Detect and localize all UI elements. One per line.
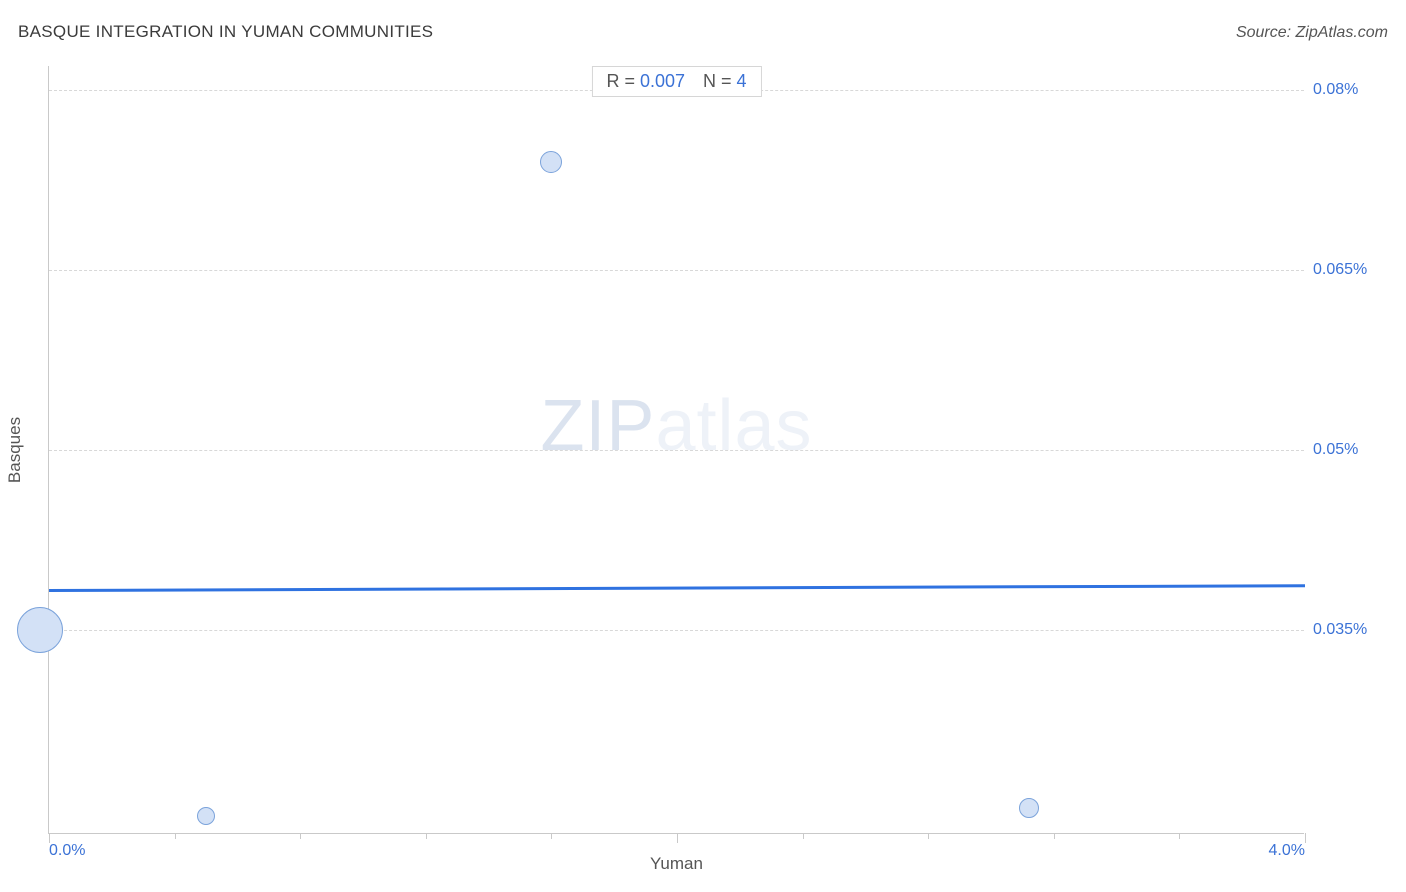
r-stat: R = 0.007	[606, 71, 685, 92]
data-bubble	[197, 807, 215, 825]
x-tick-minor	[1054, 833, 1055, 839]
gridline	[49, 450, 1304, 451]
x-axis-label: Yuman	[650, 854, 703, 874]
trend-line	[49, 584, 1305, 591]
y-tick-label: 0.035%	[1313, 621, 1367, 639]
y-axis-label: Basques	[5, 416, 25, 482]
data-bubble	[540, 151, 562, 173]
y-tick-label: 0.05%	[1313, 441, 1358, 459]
scatter-chart: ZIPatlas R = 0.007 N = 4 Basques Yuman 0…	[48, 66, 1304, 834]
data-bubble	[17, 607, 63, 653]
x-tick-minor	[300, 833, 301, 839]
x-tick-minor	[175, 833, 176, 839]
chart-title: BASQUE INTEGRATION IN YUMAN COMMUNITIES	[18, 22, 433, 42]
gridline	[49, 270, 1304, 271]
x-tick-label: 0.0%	[49, 842, 85, 860]
watermark: ZIPatlas	[540, 385, 812, 467]
stats-box: R = 0.007 N = 4	[591, 66, 761, 97]
y-tick-label: 0.065%	[1313, 261, 1367, 279]
x-tick-minor	[928, 833, 929, 839]
x-tick-minor	[803, 833, 804, 839]
y-tick-label: 0.08%	[1313, 81, 1358, 99]
x-tick-minor	[551, 833, 552, 839]
gridline	[49, 630, 1304, 631]
data-bubble	[1019, 798, 1039, 818]
x-tick-label: 4.0%	[1269, 842, 1305, 860]
source-attribution: Source: ZipAtlas.com	[1236, 24, 1388, 42]
x-tick-major	[1305, 833, 1306, 843]
x-tick-minor	[426, 833, 427, 839]
x-tick-major	[677, 833, 678, 843]
n-stat: N = 4	[703, 71, 747, 92]
x-tick-minor	[1179, 833, 1180, 839]
